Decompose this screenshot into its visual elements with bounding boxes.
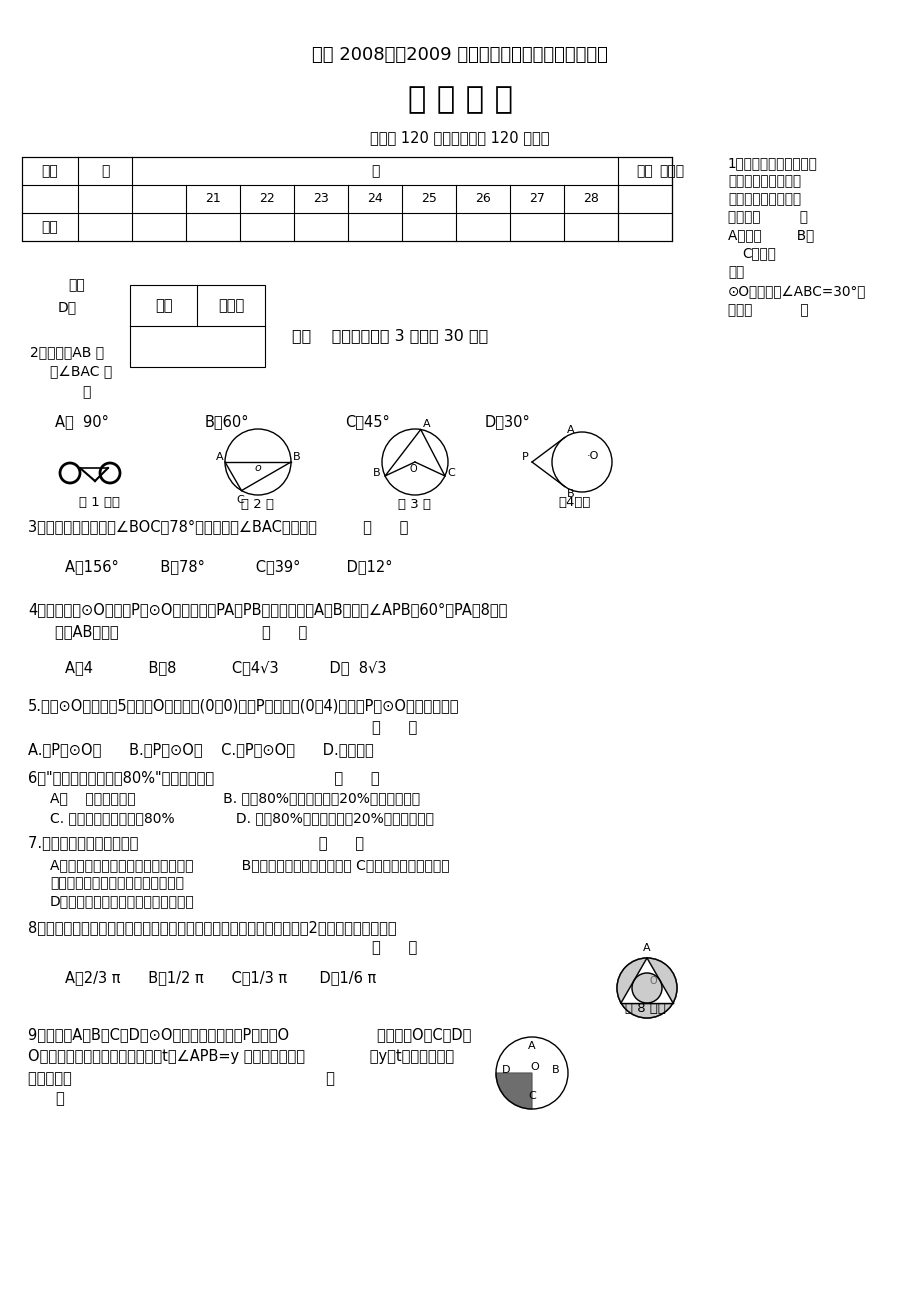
Text: A．内含        B．: A．内含 B． bbox=[727, 228, 813, 242]
Text: 关系是（         ）: 关系是（ ） bbox=[727, 210, 807, 224]
Text: 23: 23 bbox=[312, 193, 328, 206]
Text: A．    明天一定下雨                    B. 明天80%的地区下雨，20%的地区不下雨: A． 明天一定下雨 B. 明天80%的地区下雨，20%的地区不下雨 bbox=[50, 792, 420, 805]
Text: 度数是           （: 度数是 （ bbox=[727, 303, 808, 316]
Text: D．30°: D．30° bbox=[484, 414, 530, 430]
Text: C．相切: C．相切 bbox=[742, 246, 775, 260]
Text: 4．如图，从⊙O外一点P引⊙O的两条切线PA，PB，切点分别为A，B．如果∠APB＝60°，PA＝8，那: 4．如图，从⊙O外一点P引⊙O的两条切线PA，PB，切点分别为A，B．如果∠AP… bbox=[28, 603, 506, 617]
Text: 25: 25 bbox=[421, 193, 437, 206]
Text: D．: D． bbox=[58, 299, 77, 314]
Text: C: C bbox=[528, 1091, 535, 1101]
Text: 核分人: 核分人 bbox=[659, 164, 684, 178]
Text: 得分: 得分 bbox=[154, 298, 173, 312]
Text: A: A bbox=[528, 1042, 535, 1051]
Text: 最恰当的是                                                       （: 最恰当的是 （ bbox=[28, 1072, 335, 1086]
Polygon shape bbox=[617, 958, 676, 1018]
Text: A．4            B．8            C．4√3           D．  8√3: A．4 B．8 C．4√3 D． 8√3 bbox=[65, 660, 386, 676]
Text: 24: 24 bbox=[367, 193, 382, 206]
Text: O: O bbox=[650, 976, 657, 986]
Text: C: C bbox=[236, 495, 244, 505]
Text: C: C bbox=[447, 467, 454, 478]
Text: ·O: ·O bbox=[586, 450, 598, 461]
Text: o: o bbox=[254, 464, 260, 473]
Text: A．  90°: A． 90° bbox=[55, 414, 108, 430]
Bar bbox=[130, 285, 265, 367]
Text: B: B bbox=[373, 467, 380, 478]
Text: 28: 28 bbox=[583, 193, 598, 206]
Text: 相交: 相交 bbox=[68, 279, 85, 292]
Text: D．任意掷一枚均匀的硬币，正面朝上: D．任意掷一枚均匀的硬币，正面朝上 bbox=[50, 894, 195, 907]
Text: O: O bbox=[410, 464, 417, 474]
Text: 21: 21 bbox=[205, 193, 221, 206]
Text: （      ）: （ ） bbox=[372, 720, 417, 736]
Text: O路线作匀速运动．设运动时间为t，∠APB=y 赋下列图象中表              示y与t之间函数关系: O路线作匀速运动．设运动时间为t，∠APB=y 赋下列图象中表 示y与t之间函数… bbox=[28, 1049, 454, 1065]
Text: 1．图中是北京奥运会自: 1．图中是北京奥运会自 bbox=[727, 156, 817, 171]
Text: 9．如图，A、B、C、D为⊙O的四等分点，动点P从圆心O                   出发，沿O－C－D－: 9．如图，A、B、C、D为⊙O的四等分点，动点P从圆心O 出发，沿O－C－D－ bbox=[28, 1027, 471, 1043]
Text: 行车比赛项目标志，: 行车比赛项目标志， bbox=[727, 174, 800, 187]
Text: 得分: 得分 bbox=[41, 220, 58, 234]
Text: A．156°         B．78°           C．39°          D．12°: A．156° B．78° C．39° D．12° bbox=[65, 560, 392, 574]
Polygon shape bbox=[631, 973, 662, 1003]
Text: 3．如图，已知圆心角∠BOC＝78°，则圆周角∠BAC的度数是          （      ）: 3．如图，已知圆心角∠BOC＝78°，则圆周角∠BAC的度数是 （ ） bbox=[28, 519, 408, 535]
Text: ）: ） bbox=[82, 385, 90, 398]
Text: 一: 一 bbox=[101, 164, 109, 178]
Text: D: D bbox=[501, 1065, 510, 1075]
Text: 两车轮所在圆的位置: 两车轮所在圆的位置 bbox=[727, 191, 800, 206]
Text: 则∠BAC 的: 则∠BAC 的 bbox=[50, 365, 112, 379]
Text: 第 2 题: 第 2 题 bbox=[241, 499, 274, 512]
Text: （      ）: （ ） bbox=[372, 940, 417, 956]
Text: 钥匙中随意摸出一把，用它打开了门: 钥匙中随意摸出一把，用它打开了门 bbox=[50, 876, 184, 891]
Text: B: B bbox=[566, 488, 573, 499]
Text: 总分: 总分 bbox=[636, 164, 652, 178]
Text: 8．如图，等边三角形的外接圆和内切圆是同心圆，已知外接圆的半径为2，则阴影部分面积是: 8．如图，等边三角形的外接圆和内切圆是同心圆，已知外接圆的半径为2，则阴影部分面… bbox=[28, 921, 396, 936]
Text: 第 3 题: 第 3 题 bbox=[398, 499, 431, 512]
Text: ⊙O的直径，∠ABC=30°，: ⊙O的直径，∠ABC=30°， bbox=[727, 285, 866, 299]
Text: 题号: 题号 bbox=[41, 164, 58, 178]
Text: 第 8 题图: 第 8 题图 bbox=[624, 1001, 664, 1014]
Text: 26: 26 bbox=[474, 193, 491, 206]
Text: 加区 2008－－2009 年度九年级第三次教学质量监测: 加区 2008－－2009 年度九年级第三次教学质量监测 bbox=[312, 46, 607, 64]
Text: O: O bbox=[530, 1062, 539, 1072]
Text: ）: ） bbox=[55, 1091, 63, 1107]
Text: 三: 三 bbox=[370, 164, 379, 178]
Text: 第 1 题图: 第 1 题图 bbox=[79, 496, 120, 509]
Text: 27: 27 bbox=[528, 193, 544, 206]
Text: 么弦AB的长是                               （      ）: 么弦AB的长是 （ ） bbox=[55, 625, 307, 639]
Text: 第4题图: 第4题图 bbox=[558, 496, 591, 509]
Text: C．45°: C．45° bbox=[345, 414, 390, 430]
Polygon shape bbox=[495, 1073, 531, 1109]
Text: A: A bbox=[642, 943, 650, 953]
Text: 外离: 外离 bbox=[727, 266, 743, 279]
Text: B: B bbox=[292, 452, 301, 462]
Text: P: P bbox=[521, 452, 528, 462]
Text: A: A bbox=[216, 452, 223, 462]
Text: （满分 120 分，考试时间 120 分钟）: （满分 120 分，考试时间 120 分钟） bbox=[369, 130, 550, 146]
Text: 22: 22 bbox=[259, 193, 275, 206]
Text: 7.下列事件中，必然事件是                                       （      ）: 7.下列事件中，必然事件是 （ ） bbox=[28, 836, 364, 850]
Text: B: B bbox=[551, 1065, 559, 1075]
Text: A．2/3 π      B．1/2 π      C．1/3 π       D．1/6 π: A．2/3 π B．1/2 π C．1/3 π D．1/6 π bbox=[65, 970, 376, 986]
Text: A．通常情况下，黑龙江省冬天会下雪           B．上学的路上遇到同班同学 C．黑暗中从一串不同的: A．通常情况下，黑龙江省冬天会下雪 B．上学的路上遇到同班同学 C．黑暗中从一串… bbox=[50, 858, 449, 872]
Bar bbox=[22, 158, 671, 241]
Text: B．60°: B．60° bbox=[205, 414, 249, 430]
Text: A: A bbox=[566, 426, 573, 435]
Text: A: A bbox=[422, 418, 430, 428]
Text: 5.已知⊙O的半径为5，圆心O的坐标为(0，0)，点P的坐标为(0，4)，则点P与⊙O的位置关系是: 5.已知⊙O的半径为5，圆心O的坐标为(0，0)，点P的坐标为(0，4)，则点P… bbox=[28, 698, 459, 713]
Text: A.点P在⊙O内      B.点P在⊙O上    C.点P在⊙O外      D.无法确定: A.点P在⊙O内 B.点P在⊙O上 C.点P在⊙O外 D.无法确定 bbox=[28, 742, 373, 758]
Text: 6．"明天下雨的概率为80%"这句话指的是                          （      ）: 6．"明天下雨的概率为80%"这句话指的是 （ ） bbox=[28, 771, 380, 785]
Text: 数 学 试 题: 数 学 试 题 bbox=[407, 86, 512, 115]
Text: 评卷人: 评卷人 bbox=[218, 298, 244, 312]
Polygon shape bbox=[620, 958, 673, 1003]
Text: C. 明天下雨的可能性是80%              D. 明天80%的时间下雨，20%的时间不下雨: C. 明天下雨的可能性是80% D. 明天80%的时间下雨，20%的时间不下雨 bbox=[50, 811, 434, 825]
Text: 2．如图，AB 是: 2．如图，AB 是 bbox=[30, 345, 104, 359]
Text: 一、    选择题（每题 3 分，共 30 分）: 一、 选择题（每题 3 分，共 30 分） bbox=[291, 328, 488, 344]
